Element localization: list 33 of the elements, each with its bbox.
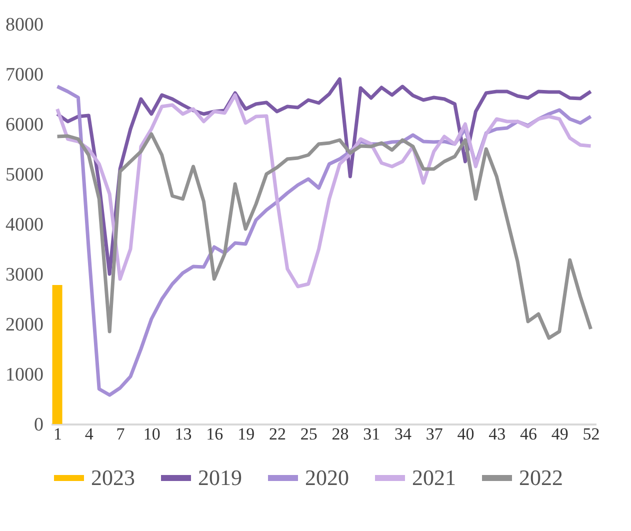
x-tick-label: 37	[426, 424, 444, 444]
x-tick-label: 1	[54, 424, 62, 444]
legend-label: 2021	[412, 465, 456, 490]
y-tick-label: 3000	[6, 264, 44, 286]
x-tick-label: 46	[520, 424, 538, 444]
x-tick-label: 49	[551, 424, 568, 444]
y-tick-label: 4000	[6, 214, 44, 236]
x-tick-label: 40	[457, 424, 474, 444]
line-series	[56, 132, 593, 340]
x-tick-label: 19	[238, 424, 255, 444]
legend-label: 2023	[91, 465, 135, 490]
legend-label: 2022	[519, 465, 563, 490]
y-tick-label: 8000	[6, 14, 44, 36]
y-tick-label: 6000	[6, 114, 44, 136]
x-tick-label: 43	[488, 424, 506, 444]
y-tick-label: 5000	[6, 164, 44, 186]
x-tick-label: 10	[143, 424, 160, 444]
x-tick-label: 28	[332, 424, 349, 444]
y-tick-label: 7000	[6, 64, 44, 86]
x-tick-label: 31	[363, 424, 380, 444]
x-tick-label: 4	[84, 424, 94, 444]
x-tick-label: 22	[268, 424, 286, 444]
legend-label: 2020	[305, 465, 349, 490]
x-tick-label: 7	[116, 424, 126, 444]
y-tick-label: 0	[34, 414, 44, 436]
x-tick-label: 16	[206, 424, 224, 444]
y-tick-label: 2000	[6, 314, 44, 336]
legend-label: 2019	[198, 465, 242, 490]
x-tick-label: 25	[300, 424, 318, 444]
x-tick-label: 52	[582, 424, 600, 444]
y-tick-label: 1000	[6, 364, 44, 386]
x-tick-label: 34	[394, 424, 412, 444]
x-tick-label: 13	[174, 424, 192, 444]
